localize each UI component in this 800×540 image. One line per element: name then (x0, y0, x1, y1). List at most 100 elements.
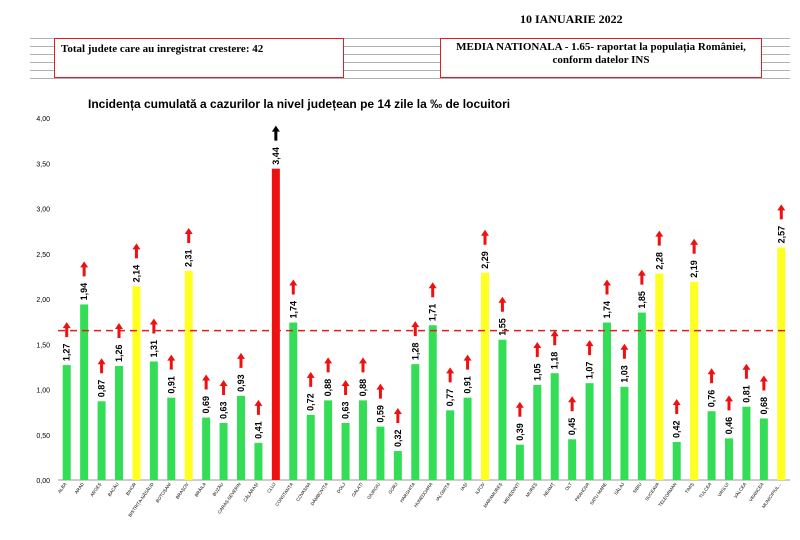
trend-arrow-up-icon (341, 379, 350, 395)
total-counties-text: Total judete care au inregistrat crester… (61, 43, 264, 55)
trend-arrow-up-icon (393, 408, 402, 424)
trend-arrow-up-icon (132, 243, 141, 259)
bar (550, 373, 559, 480)
value-label: 1,74 (288, 301, 298, 319)
bar (603, 322, 611, 480)
value-label: 2,57 (776, 226, 786, 244)
value-label: 0,45 (567, 418, 577, 436)
bar (80, 304, 89, 480)
bar (725, 438, 733, 480)
value-label: 0,32 (393, 430, 403, 448)
category-label: IAȘI (459, 482, 468, 492)
trend-arrow-up-icon (759, 375, 768, 391)
value-label: 1,28 (410, 343, 420, 361)
bar (254, 442, 263, 480)
trend-arrow-up-icon (725, 395, 733, 411)
trend-arrow-up-icon (481, 229, 489, 245)
trend-arrow-up-icon (202, 374, 211, 390)
value-label: 0,93 (236, 374, 246, 392)
bar (62, 365, 71, 480)
value-label: 3,44 (271, 147, 281, 165)
value-label: 1,26 (114, 344, 124, 362)
category-label: MARAMUREȘ (482, 482, 503, 509)
y-tick-label: 1,00 (36, 388, 50, 395)
bar (237, 395, 245, 480)
bar (533, 384, 542, 480)
category-label: CĂLĂRAȘI (242, 481, 260, 503)
value-label: 0,88 (323, 379, 333, 397)
trend-arrow-up-icon (62, 322, 71, 338)
value-label: 1,03 (619, 365, 629, 383)
y-tick-label: 0,00 (36, 478, 50, 485)
bar (324, 400, 333, 480)
trend-arrow-up-icon (777, 204, 786, 220)
category-label: ARAD (74, 481, 86, 495)
y-tick-label: 4,00 (36, 116, 50, 123)
bar (463, 397, 472, 480)
y-tick-label: 2,50 (36, 252, 50, 259)
bar (184, 270, 193, 480)
value-label: 1,71 (428, 304, 438, 322)
value-label: 0,42 (672, 420, 682, 438)
value-label: 0,91 (166, 376, 176, 394)
category-label: CLUJ (266, 482, 277, 494)
bar (376, 426, 385, 480)
trend-arrow-up-icon (324, 357, 333, 373)
bar (759, 418, 768, 480)
value-label: 0,41 (253, 421, 263, 439)
category-label: SĂLAJ (612, 481, 625, 496)
bar (568, 439, 577, 480)
category-label: SUCEAVA (644, 482, 660, 502)
value-label: 1,27 (62, 344, 72, 362)
value-label: 0,77 (445, 389, 455, 407)
category-label: ILFOV (474, 482, 486, 496)
value-label: 0,88 (358, 379, 368, 397)
value-label: 0,72 (306, 393, 316, 411)
value-label: 2,14 (131, 265, 141, 283)
trend-arrow-up-icon (167, 354, 176, 370)
bar (306, 414, 315, 480)
bar (585, 383, 594, 480)
category-label: PRAHOVA (574, 482, 591, 503)
value-label: 0,76 (707, 390, 717, 408)
bar (411, 364, 420, 480)
category-label: COVASNA (295, 482, 312, 503)
value-label: 0,87 (97, 380, 107, 398)
national-average-box: MEDIA NATIONALA - 1.65- raportat la popu… (440, 38, 762, 78)
category-label: OLT (564, 482, 573, 492)
trend-arrow-up-icon (498, 296, 507, 312)
category-label: SIBIU (632, 482, 643, 495)
bar (446, 410, 455, 480)
category-label: SATU MARE (589, 482, 608, 506)
trend-arrow-up-icon (585, 340, 594, 356)
category-label: ARGEȘ (89, 482, 102, 498)
bar (620, 386, 629, 480)
bar (393, 451, 402, 480)
y-tick-label: 3,00 (36, 207, 50, 214)
category-label: VÂLCEA (732, 481, 747, 499)
value-label: 2,19 (689, 260, 699, 278)
trend-arrow-up-icon (80, 261, 89, 277)
category-label: DÂMBOVIȚA (309, 481, 329, 506)
value-label: 1,31 (149, 340, 159, 358)
trend-arrow-up-icon (620, 343, 629, 359)
category-label: HARGHITA (399, 482, 416, 504)
bar (690, 281, 699, 480)
bar (498, 339, 507, 480)
value-label: 1,85 (637, 291, 647, 309)
value-label: 2,31 (184, 249, 194, 267)
category-label: GIURGIU (366, 482, 381, 501)
value-label: 1,55 (497, 318, 507, 336)
trend-arrow-up-icon (184, 227, 193, 243)
bar (132, 286, 141, 480)
trend-arrow-up-icon (289, 279, 298, 295)
bar (637, 312, 646, 480)
bar (167, 397, 176, 480)
category-label: MUNICIPIUL... (761, 482, 782, 509)
national-average-line1: MEDIA NATIONALA - 1.65- raportat la popu… (456, 41, 746, 53)
trend-arrow-up-icon (306, 371, 315, 387)
category-label: BOTOȘANI (155, 482, 172, 504)
total-counties-box: Total judete care au inregistrat crester… (54, 38, 344, 78)
chart-title: Incidența cumulată a cazurilor la nivel … (88, 97, 511, 111)
y-tick-label: 3,50 (36, 161, 50, 168)
